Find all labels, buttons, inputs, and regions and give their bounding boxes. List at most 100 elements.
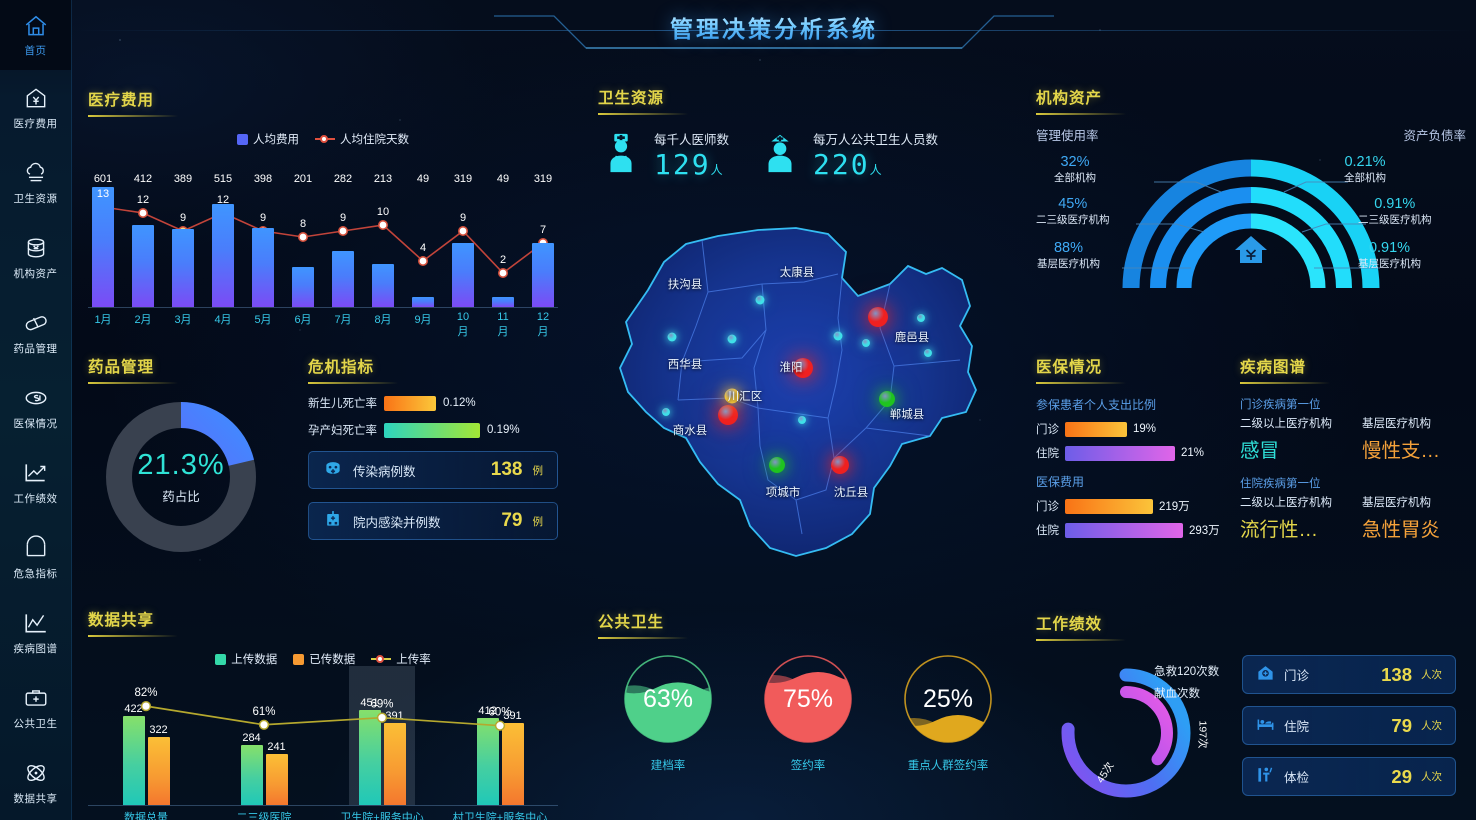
- assets-gauge: 32% 全部机构 45% 二三级医疗机构 88% 基层医疗机构 0.21% 全部…: [1036, 140, 1466, 290]
- sidebar-item-home[interactable]: 首页: [0, 0, 71, 70]
- legend-item-rate[interactable]: 上传率: [371, 651, 431, 667]
- sidebar-item-public-health[interactable]: 公共卫生: [0, 670, 71, 745]
- title-underline: [598, 113, 688, 115]
- expense-chart: 601 412 389 515 398 201 282 213 49 319 49 319 1月 2月 3…: [88, 159, 558, 338]
- sidebar-item-institution-assets[interactable]: 机构资产: [0, 220, 71, 295]
- section-title: 医保情况: [1036, 359, 1103, 376]
- gauge-label-right-0: 0.21% 全部机构: [1344, 154, 1386, 185]
- gauge-value: 0.91%: [1368, 240, 1411, 256]
- crisis-value: 0.19%: [487, 424, 520, 436]
- expense-bar-column[interactable]: 515: [212, 173, 234, 307]
- share-bar-group[interactable]: 412 391: [452, 705, 548, 805]
- expense-bar-column[interactable]: 398: [252, 173, 274, 307]
- sidebar-item-critical-indicators[interactable]: 危急指标: [0, 520, 71, 595]
- gauge-label-right-2: 0.91% 基层医疗机构: [1358, 240, 1421, 271]
- insurance-row: 住院 21%: [1036, 445, 1236, 461]
- expense-bar-column[interactable]: 213: [372, 173, 394, 307]
- red-marker[interactable]: [831, 456, 849, 474]
- cyan-dot[interactable]: [862, 339, 870, 347]
- share-bar-group[interactable]: 451 391: [334, 697, 430, 805]
- legend-label: 已传数据: [309, 654, 356, 666]
- kpi-card-inpatient[interactable]: 住院 79 人次: [1242, 706, 1456, 745]
- insurance-bar: [1065, 522, 1183, 538]
- cyan-dot[interactable]: [667, 332, 677, 342]
- map-region-label[interactable]: 淮阳: [779, 362, 803, 374]
- cyan-dot[interactable]: [662, 408, 670, 416]
- card-unit: 例: [532, 464, 544, 477]
- map-region-label[interactable]: 西华县: [667, 359, 703, 371]
- disease-col: 基层医疗机构 慢性支…: [1362, 415, 1470, 463]
- sidebar-item-insurance[interactable]: 医保情况: [0, 370, 71, 445]
- disease-value: 感冒: [1240, 440, 1280, 462]
- public-health-gauge[interactable]: 75% 签约率: [762, 653, 854, 773]
- sidebar-label: 医疗费用: [13, 117, 58, 130]
- insurance-group1-title: 参保患者个人支出比例: [1036, 398, 1157, 412]
- header: 管理决策分析系统: [72, 0, 1476, 62]
- sidebar-item-health-resources[interactable]: 卫生资源: [0, 145, 71, 220]
- map-region-label[interactable]: 郸城县: [889, 409, 925, 421]
- atom-share-icon: [23, 760, 49, 786]
- red-marker[interactable]: [793, 358, 813, 378]
- expense-bar-column[interactable]: 319: [452, 173, 474, 307]
- expense-bar-column[interactable]: 201: [292, 173, 314, 307]
- map-region-label[interactable]: 商水县: [672, 425, 708, 437]
- map-region-label[interactable]: 川汇区: [727, 391, 763, 403]
- cyan-dot[interactable]: [833, 331, 843, 341]
- legend-item-bar[interactable]: 人均费用: [237, 131, 299, 147]
- share-bar-group[interactable]: 422 322: [98, 703, 194, 805]
- cyan-dot[interactable]: [917, 314, 925, 322]
- legend-item-upload[interactable]: 上传数据: [215, 651, 277, 667]
- expense-bar-column[interactable]: 49: [492, 173, 514, 307]
- map-region-label[interactable]: 太康县: [779, 267, 815, 279]
- expense-bar-column[interactable]: 601: [92, 173, 114, 307]
- map-region-label[interactable]: 扶沟县: [667, 279, 703, 291]
- gauge-value: 32%: [1060, 154, 1090, 170]
- map-region-label[interactable]: 项城市: [765, 487, 801, 499]
- yellow-marker[interactable]: [724, 388, 740, 404]
- section-title: 公共卫生: [598, 614, 665, 631]
- line-chart-icon: [23, 610, 49, 636]
- gauge-label: 建档率: [650, 760, 686, 772]
- public-health-gauge[interactable]: 63% 建档率: [622, 653, 714, 773]
- green-marker[interactable]: [769, 457, 785, 473]
- bar-value: 201: [293, 173, 313, 185]
- gauge-value: 45%: [1058, 196, 1088, 212]
- expense-bar-column[interactable]: 282: [332, 173, 354, 307]
- legend-item-line[interactable]: 人均住院天数: [315, 131, 409, 147]
- crisis-card-nosocomial[interactable]: 院内感染并例数 79 例: [308, 502, 558, 540]
- sidebar-item-work-performance[interactable]: 工作绩效: [0, 445, 71, 520]
- crisis-card-infection[interactable]: 传染病例数 138 例: [308, 451, 558, 489]
- cyan-dot[interactable]: [755, 295, 765, 305]
- expense-bar-column[interactable]: 389: [172, 173, 194, 307]
- gauge-sub: 全部机构: [1054, 172, 1096, 184]
- red-marker[interactable]: [718, 405, 738, 425]
- insurance-label: 门诊: [1036, 501, 1059, 513]
- sidebar-item-disease-atlas[interactable]: 疾病图谱: [0, 595, 71, 670]
- red-marker[interactable]: [868, 307, 888, 327]
- legend-item-uploaded[interactable]: 已传数据: [293, 651, 355, 667]
- region-map[interactable]: 扶沟县 太康县西华县 淮阳 鹿邑县川汇区商水县 郸城县项城市 沈丘县: [590, 222, 1000, 582]
- expense-bar-column[interactable]: 49: [412, 173, 434, 307]
- public-health-gauge[interactable]: 25% 重点人群签约率: [902, 653, 994, 773]
- share-bar-group[interactable]: 284 241: [216, 710, 312, 805]
- performance-tag-outer: 197次: [1196, 720, 1209, 749]
- crisis-label: 新生儿死亡率: [308, 398, 377, 410]
- expense-bar-column[interactable]: 412: [132, 173, 154, 307]
- green-marker[interactable]: [879, 391, 895, 407]
- map-region-label[interactable]: 沈丘县: [833, 487, 869, 499]
- liquid-gauge-svg: 25%: [904, 655, 992, 743]
- kpi-card-outpatient[interactable]: 门诊 138 人次: [1242, 655, 1456, 694]
- sidebar-item-medical-expense[interactable]: 医疗费用: [0, 70, 71, 145]
- sidebar-item-data-sharing[interactable]: 数据共享: [0, 745, 71, 820]
- disease-org: 二级以上医疗机构: [1240, 497, 1332, 509]
- map-region-label[interactable]: 鹿邑县: [894, 332, 930, 344]
- hospital-yen-icon: [23, 85, 49, 111]
- card-label: 传染病例数: [353, 464, 416, 479]
- cyan-dot[interactable]: [924, 349, 932, 357]
- sidebar-item-drug-management[interactable]: 药品管理: [0, 295, 71, 370]
- cyan-dot[interactable]: [798, 416, 806, 424]
- cyan-dot[interactable]: [727, 334, 737, 344]
- insurance-row: 住院 293万: [1036, 522, 1236, 538]
- expense-bar-column[interactable]: 319: [532, 173, 554, 307]
- kpi-card-checkup[interactable]: 体检 29 人次: [1242, 757, 1456, 796]
